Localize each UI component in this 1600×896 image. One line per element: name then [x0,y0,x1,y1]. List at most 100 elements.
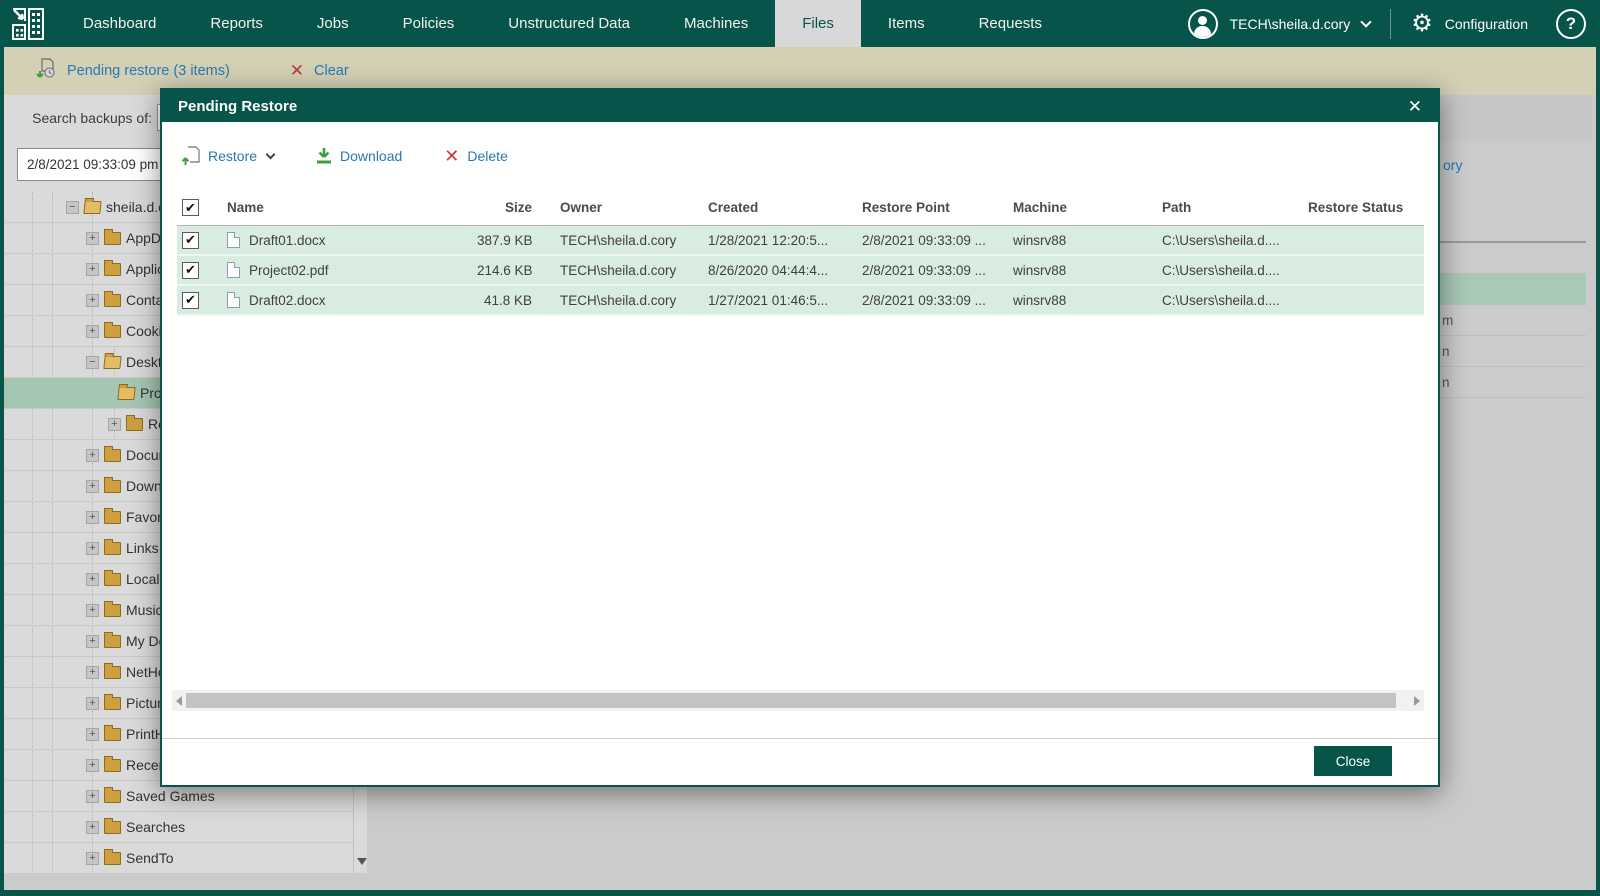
file-icon [227,232,240,248]
tree-item-recent[interactable]: + Recent [4,750,353,781]
table-row-draft01-docx[interactable]: ✔ Draft01.docx 387.9 KB TECH\sheila.d.cory 1… [177,226,1424,256]
folder-icon [104,848,121,865]
folder-icon [104,755,121,772]
folder-icon [104,662,121,679]
horizontal-scrollbar[interactable] [172,690,1424,711]
user-menu[interactable]: TECH\sheila.d.cory [1229,15,1351,32]
expand-icon[interactable]: + [86,820,99,834]
folder-icon [104,631,121,648]
folder-label: Searches [126,819,186,835]
expand-icon[interactable]: + [86,572,99,586]
restore-point: 2/8/2021 09:33:09 ... [862,292,986,308]
row-checkbox[interactable]: ✔ [182,291,199,309]
scroll-right-arrow-icon[interactable] [1410,695,1424,706]
column-header-owner[interactable]: Owner [560,200,603,215]
expand-icon[interactable]: + [86,634,99,648]
chevron-down-icon[interactable] [1360,15,1372,28]
restore-button[interactable]: Restore [182,146,276,166]
nav-tab-machines[interactable]: Machines [684,15,749,32]
file-owner: TECH\sheila.d.cory [560,262,677,278]
row-checkbox[interactable]: ✔ [182,261,199,279]
dialog-toolbar: Restore Download ✕ Delete [182,146,508,166]
divider [1390,8,1392,39]
nav-tab-reports[interactable]: Reports [210,15,263,32]
expand-icon[interactable]: + [86,851,99,865]
expand-icon[interactable]: + [86,603,99,617]
delete-button[interactable]: ✕ Delete [444,146,508,166]
expand-icon[interactable]: + [86,696,99,710]
scrollbar-thumb[interactable] [186,693,1396,708]
column-header-created[interactable]: Created [708,200,759,215]
table-row-draft02-docx[interactable]: ✔ Draft02.docx 41.8 KB TECH\sheila.d.cory 1/… [177,286,1424,316]
expand-icon[interactable]: + [86,541,99,555]
folder-label: Recent [126,757,171,773]
table-row-project02-pdf[interactable]: ✔ Project02.pdf 214.6 KB TECH\sheila.d.cory… [177,256,1424,286]
folder-icon [104,786,121,803]
background-toolbar-fragment [1440,95,1592,141]
scroll-left-arrow-icon[interactable] [172,695,186,706]
clear-link[interactable]: Clear [314,63,349,79]
nav-tab-requests[interactable]: Requests [978,15,1042,32]
column-header-name[interactable]: Name [227,200,264,215]
row-checkbox[interactable]: ✔ [182,231,199,249]
nav-tab-files[interactable]: Files [775,0,861,47]
background-link-fragment: ory [1443,157,1463,173]
file-created: 8/26/2020 04:44:4... [708,262,829,278]
user-avatar-icon[interactable] [1187,8,1218,39]
select-all-checkbox[interactable]: ✔ [182,199,199,216]
pending-restore-dialog: Pending Restore ✕ Restore Download ✕ [160,88,1440,787]
close-button[interactable]: Close [1314,746,1392,776]
collapse-icon[interactable]: − [86,355,99,369]
tree-guide-line [52,192,53,874]
folder-icon [117,386,136,400]
top-nav-bar: Dashboard Reports Jobs Policies Unstructured… [0,0,1600,47]
search-backups-label: Search backups of: [32,109,152,126]
machine: winsrv88 [1013,292,1067,308]
page-border [1596,47,1600,896]
column-header-restore-status[interactable]: Restore Status [1308,200,1404,215]
tree-item-searches[interactable]: + Searches [4,812,353,843]
column-header-path[interactable]: Path [1162,200,1192,215]
expand-icon[interactable]: + [86,448,99,462]
folder-icon [104,724,121,741]
expand-icon[interactable]: + [86,324,99,338]
dialog-title-bar: Pending Restore ✕ [162,90,1438,122]
expand-icon[interactable]: + [86,231,99,245]
column-header-restore-point[interactable]: Restore Point [862,200,950,215]
close-icon[interactable]: ✕ [1407,96,1422,116]
column-header-size[interactable]: Size [504,200,532,215]
help-icon[interactable]: ? [1556,8,1586,39]
expand-icon[interactable]: + [108,417,121,431]
nav-tab-jobs[interactable]: Jobs [316,15,349,32]
collapse-icon[interactable]: − [66,200,79,214]
file-size: 387.9 KB [477,232,533,248]
file-icon [227,262,240,278]
download-button[interactable]: Download [316,147,402,165]
nav-tab-unstructured-data[interactable]: Unstructured Data [508,15,631,32]
expand-icon[interactable]: + [86,479,99,493]
expand-icon[interactable]: + [86,789,99,803]
gear-icon[interactable]: ⚙ [1411,9,1433,37]
folder-icon [103,355,122,369]
nav-tab-items[interactable]: Items [887,15,925,32]
expand-icon[interactable]: + [86,262,99,276]
column-header-machine[interactable]: Machine [1013,200,1068,215]
tree-item-sendto[interactable]: + SendTo [4,843,353,874]
expand-icon[interactable]: + [86,510,99,524]
scroll-down-arrow-icon[interactable] [357,858,367,865]
expand-icon[interactable]: + [86,665,99,679]
pending-restore-link[interactable]: Pending restore (3 items) [67,63,230,79]
top-right-controls: TECH\sheila.d.cory ⚙ Configuration ? [1187,0,1600,47]
background-row-fragment: n [1440,336,1586,367]
tree-item-saved-games[interactable]: + Saved Games [4,781,353,812]
expand-icon[interactable]: + [86,758,99,772]
configuration-link[interactable]: Configuration [1444,15,1528,32]
expand-icon[interactable]: + [86,727,99,741]
file-name: Draft01.docx [249,232,326,248]
folder-icon [104,817,121,834]
nav-tab-dashboard[interactable]: Dashboard [83,15,157,32]
folder-icon [104,693,121,710]
folder-icon [104,321,121,338]
nav-tab-policies[interactable]: Policies [402,15,455,32]
expand-icon[interactable]: + [86,293,99,307]
